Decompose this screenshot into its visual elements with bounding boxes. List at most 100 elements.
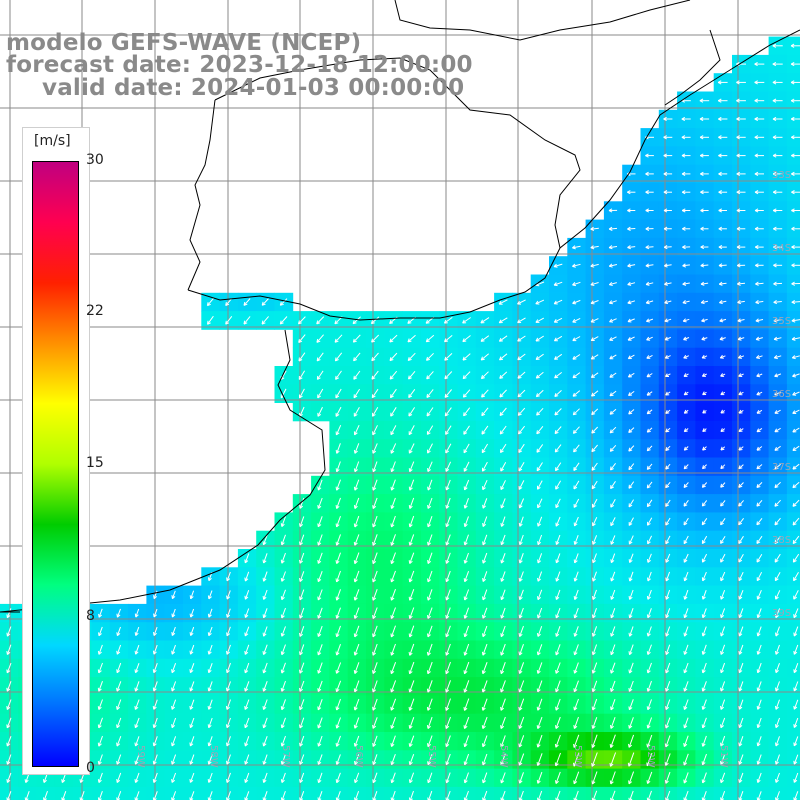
wind-arrow — [6, 699, 12, 710]
wind-arrow — [775, 681, 780, 692]
wind-arrow — [628, 463, 635, 471]
wind-speed-cell — [786, 658, 800, 678]
wind-arrow — [628, 771, 635, 785]
wind-arrow — [262, 626, 268, 637]
wind-arrow — [572, 426, 580, 434]
wind-arrow — [628, 734, 635, 748]
wind-arrow — [736, 135, 746, 140]
wind-arrow — [444, 389, 452, 398]
wind-speed-cell — [786, 567, 800, 586]
colorbar-tick-0: 0 — [86, 760, 95, 776]
wind-arrow — [627, 226, 636, 231]
wind-arrow — [554, 444, 562, 453]
wind-arrow — [262, 662, 268, 674]
wind-arrow — [720, 590, 726, 600]
wind-arrow — [590, 245, 599, 250]
wind-arrow — [244, 736, 250, 747]
wind-arrow — [591, 390, 599, 397]
wind-arrow — [701, 717, 707, 729]
wind-arrow — [756, 662, 762, 674]
wind-arrow — [736, 153, 746, 158]
wind-arrow — [702, 428, 707, 432]
wind-speed-cell — [292, 786, 312, 800]
wind-arrow — [408, 625, 415, 638]
wind-arrow — [171, 681, 177, 692]
wind-arrow — [609, 390, 617, 397]
wind-arrow — [790, 116, 800, 122]
wind-arrow — [390, 680, 397, 693]
wind-arrow — [555, 498, 561, 509]
wind-arrow — [463, 589, 470, 601]
wind-arrow — [189, 754, 195, 765]
wind-arrow — [390, 515, 396, 528]
wind-arrow — [720, 681, 726, 692]
wind-arrow — [793, 644, 799, 655]
wind-arrow — [518, 716, 525, 729]
wind-arrow — [518, 680, 525, 693]
wind-arrow — [244, 772, 250, 783]
wind-arrow — [555, 571, 561, 582]
wind-arrow — [372, 534, 378, 546]
wind-arrow — [390, 534, 396, 546]
wind-arrow — [463, 479, 470, 491]
wind-arrow — [445, 643, 451, 656]
wind-arrow — [226, 626, 231, 637]
wind-arrow — [390, 570, 396, 583]
wind-arrow — [627, 318, 635, 323]
wind-arrow — [645, 300, 654, 305]
wind-arrow — [609, 408, 617, 415]
wind-arrow — [280, 680, 286, 692]
wind-arrow — [555, 680, 561, 693]
wind-arrow — [793, 754, 799, 765]
wind-arrow — [335, 516, 341, 528]
wind-arrow — [554, 372, 563, 379]
wind-arrow — [353, 352, 361, 362]
wind-arrow — [627, 190, 636, 195]
wind-speed-cell — [512, 786, 532, 800]
wind-arrow — [627, 208, 636, 213]
wind-arrow — [681, 116, 691, 122]
wind-arrow — [555, 607, 561, 619]
wind-arrow — [756, 482, 763, 488]
wind-arrow — [720, 446, 726, 451]
wind-arrow — [610, 571, 616, 582]
wind-arrow — [791, 336, 800, 341]
wind-arrow — [592, 516, 598, 527]
wind-arrow — [335, 497, 341, 509]
wind-arrow — [189, 590, 195, 600]
wind-arrow — [720, 754, 726, 765]
wind-arrow — [206, 297, 214, 307]
wind-arrow — [554, 734, 561, 748]
wind-arrow — [207, 644, 213, 655]
lon-label: 52W — [645, 745, 656, 768]
wind-arrow — [665, 699, 671, 710]
wind-arrow — [720, 391, 726, 396]
wind-arrow — [116, 608, 121, 618]
wind-arrow — [445, 516, 451, 528]
wind-arrow — [427, 497, 433, 509]
wind-arrow — [372, 570, 378, 583]
wind-arrow — [646, 771, 653, 784]
wind-arrow — [756, 754, 762, 765]
wind-arrow — [736, 208, 746, 213]
wind-arrow — [372, 625, 378, 638]
wind-arrow — [518, 425, 525, 435]
wind-arrow — [317, 607, 323, 619]
wind-arrow — [665, 681, 671, 692]
wind-arrow — [499, 407, 507, 416]
wind-arrow — [682, 300, 690, 305]
wind-arrow — [701, 608, 707, 619]
wind-arrow — [390, 479, 396, 491]
wind-arrow — [790, 61, 800, 67]
wind-arrow — [298, 370, 306, 380]
wind-speed-cell — [786, 768, 800, 788]
wind-arrow — [244, 571, 250, 582]
wind-arrow — [498, 299, 508, 305]
wind-arrow — [262, 589, 268, 600]
wind-arrow — [426, 389, 434, 398]
wind-arrow — [335, 388, 342, 399]
wind-arrow — [754, 116, 765, 122]
lon-label: 59W — [135, 745, 146, 768]
